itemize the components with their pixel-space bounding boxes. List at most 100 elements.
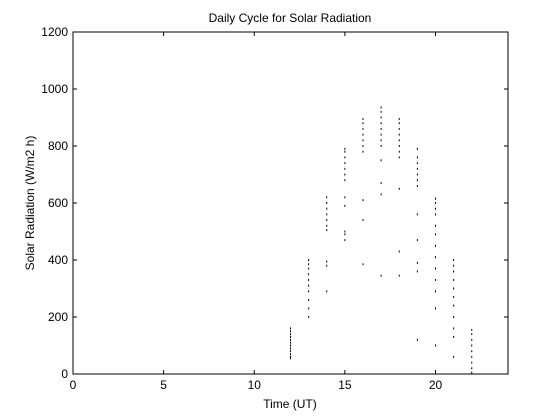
x-tick-label: 15 xyxy=(338,378,352,392)
data-point xyxy=(308,273,310,276)
data-point xyxy=(453,327,455,330)
data-point xyxy=(435,202,436,204)
data-point xyxy=(453,335,455,338)
data-point xyxy=(453,287,455,290)
data-point xyxy=(453,304,455,307)
data-point xyxy=(471,350,473,353)
data-point xyxy=(380,182,382,185)
data-point xyxy=(290,344,291,347)
data-point xyxy=(380,159,382,162)
data-point xyxy=(398,117,400,120)
data-point xyxy=(344,196,346,199)
data-point xyxy=(344,239,346,242)
data-point xyxy=(344,204,346,207)
data-point xyxy=(344,156,346,159)
data-point xyxy=(362,150,364,153)
x-axis-label: Time (UT) xyxy=(263,397,317,411)
data-point xyxy=(471,344,473,347)
data-point xyxy=(453,270,455,273)
data-point xyxy=(453,259,455,261)
x-tick-label: 5 xyxy=(160,378,167,392)
data-point xyxy=(326,202,328,204)
y-tick-label: 0 xyxy=(61,367,68,381)
data-point xyxy=(290,327,291,330)
data-point xyxy=(326,207,328,210)
data-point xyxy=(380,110,382,113)
data-point xyxy=(398,274,400,277)
data-point xyxy=(308,290,310,293)
chart-title: Daily Cycle for Solar Radiation xyxy=(209,11,372,25)
data-point xyxy=(453,355,455,358)
data-point xyxy=(453,296,455,299)
data-point xyxy=(435,290,436,293)
data-point xyxy=(326,219,328,222)
data-point xyxy=(290,357,291,360)
data-point xyxy=(453,316,455,318)
data-point xyxy=(380,106,382,109)
data-point xyxy=(435,197,436,200)
y-tick-label: 200 xyxy=(48,310,68,324)
data-point xyxy=(308,284,310,287)
data-point xyxy=(344,233,346,236)
data-point xyxy=(398,156,400,159)
data-point xyxy=(435,278,436,281)
data-point xyxy=(362,122,364,125)
data-point xyxy=(435,256,436,259)
data-point xyxy=(471,328,473,331)
data-point xyxy=(344,162,346,165)
data-point xyxy=(380,127,382,130)
data-point xyxy=(362,219,364,222)
data-point xyxy=(416,179,418,182)
data-point xyxy=(416,156,418,159)
data-point xyxy=(362,145,364,147)
data-point xyxy=(380,193,382,196)
data-point xyxy=(471,361,473,364)
x-tick-label: 20 xyxy=(429,378,443,392)
data-point xyxy=(308,316,310,318)
y-axis-label: Solar Radiation (W/m2 h) xyxy=(23,136,37,271)
data-point xyxy=(308,263,310,266)
data-point xyxy=(308,298,310,301)
y-tick-label: 400 xyxy=(48,253,68,267)
data-point xyxy=(435,267,436,270)
data-point xyxy=(344,147,346,150)
data-point xyxy=(326,264,328,267)
x-tick-label: 10 xyxy=(248,378,262,392)
data-point xyxy=(362,199,364,202)
data-point xyxy=(308,259,310,261)
data-point xyxy=(471,355,473,358)
data-point xyxy=(344,230,346,233)
data-point xyxy=(326,224,328,227)
data-point xyxy=(326,260,328,263)
data-point xyxy=(398,145,400,147)
data-point xyxy=(398,187,400,190)
data-point xyxy=(398,122,400,125)
data-point xyxy=(308,278,310,281)
data-point xyxy=(416,213,418,216)
data-point xyxy=(471,367,473,370)
data-point xyxy=(416,261,418,264)
plot-area xyxy=(72,31,509,375)
data-point xyxy=(380,133,382,136)
data-point xyxy=(435,344,436,347)
data-point xyxy=(344,173,346,176)
data-point xyxy=(326,213,328,216)
data-point xyxy=(435,207,436,210)
data-point xyxy=(290,353,291,356)
data-point xyxy=(435,244,436,247)
data-point xyxy=(471,338,473,341)
y-tick-label: 800 xyxy=(48,139,68,153)
data-point xyxy=(362,117,364,120)
data-point xyxy=(380,116,382,119)
data-point xyxy=(398,139,400,142)
data-point xyxy=(453,264,455,267)
data-point xyxy=(308,307,310,310)
data-point xyxy=(344,150,346,153)
data-point xyxy=(290,347,291,350)
data-point xyxy=(290,335,291,338)
data-point xyxy=(326,290,328,293)
data-point xyxy=(362,139,364,142)
x-tick-label: 0 xyxy=(70,378,77,392)
data-point xyxy=(416,167,418,170)
